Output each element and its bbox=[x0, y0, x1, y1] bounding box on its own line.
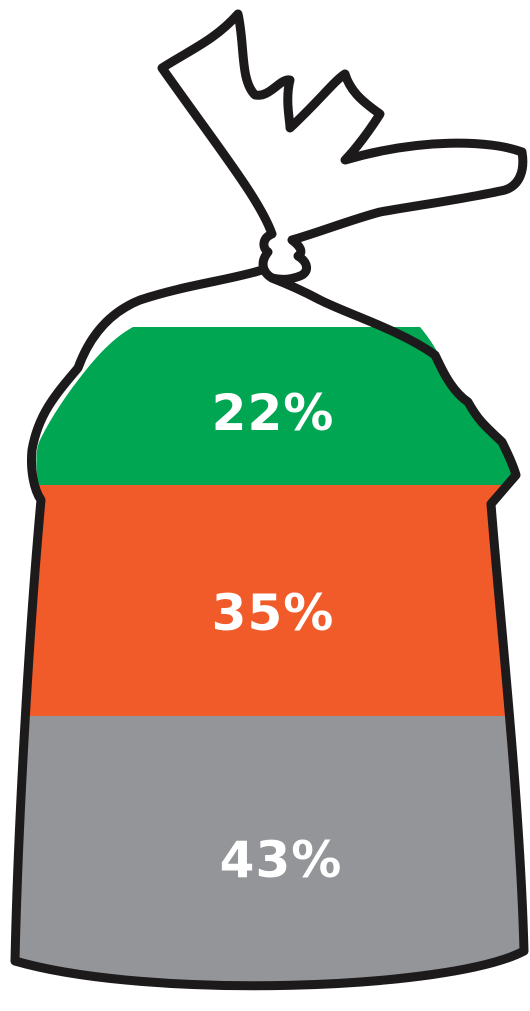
bag-body-outline bbox=[10, 265, 529, 991]
bag-segment-2 bbox=[15, 716, 524, 986]
segment-label-orange: 35% bbox=[212, 584, 335, 642]
segment-labels: 22% 35% 43% bbox=[212, 384, 343, 889]
bag-segment-1 bbox=[15, 485, 524, 716]
bag-knot-outline bbox=[157, 9, 528, 284]
segment-label-green: 22% bbox=[212, 384, 335, 442]
segment-label-gray: 43% bbox=[220, 831, 343, 889]
tied-bag-icon bbox=[10, 9, 529, 991]
